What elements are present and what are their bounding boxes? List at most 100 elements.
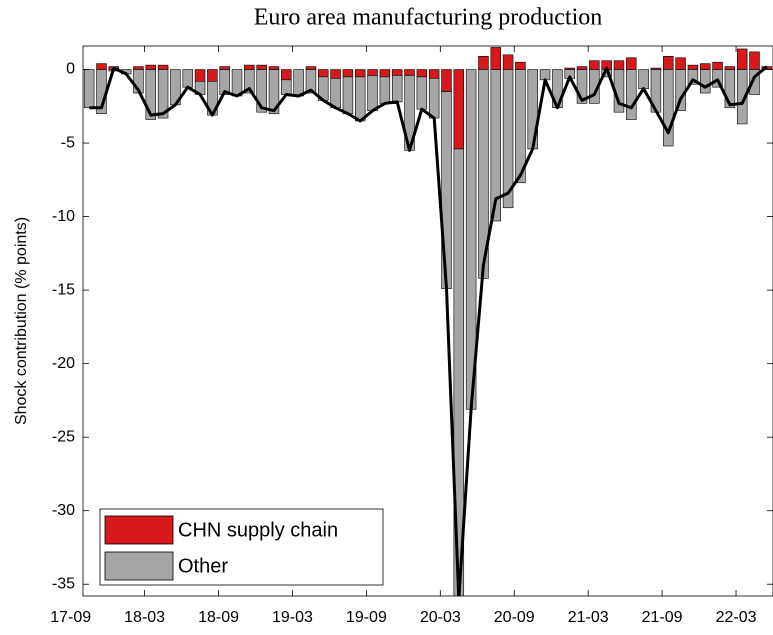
bar <box>613 60 625 70</box>
bar <box>638 69 649 89</box>
x-tick-label: 18-03 <box>124 609 165 626</box>
bar <box>576 69 588 104</box>
bar <box>342 69 354 78</box>
bar <box>219 66 230 70</box>
bar <box>712 61 723 70</box>
bar <box>305 69 317 94</box>
bar <box>293 69 304 97</box>
bar <box>478 55 489 70</box>
bar <box>490 69 501 222</box>
bar <box>207 69 218 82</box>
bar <box>428 69 440 79</box>
bar <box>441 69 452 92</box>
bar <box>626 57 637 70</box>
bar <box>502 54 514 70</box>
legend-swatch <box>104 515 174 545</box>
legend: CHN supply chain Other <box>99 508 384 586</box>
bar <box>145 64 156 70</box>
bar <box>724 69 736 109</box>
bar <box>391 75 403 103</box>
bar <box>157 69 169 119</box>
bar <box>96 63 107 70</box>
bar <box>355 76 366 122</box>
x-tick-label: 18-09 <box>198 609 239 626</box>
bar <box>244 64 255 70</box>
axes: -35 -30 -25 -20 -15 -10 -5 0 17-09 18-03 18-09 19-0… <box>50 45 773 626</box>
bar <box>515 61 526 70</box>
bar <box>157 64 169 70</box>
bar <box>367 75 378 112</box>
bar <box>194 69 206 82</box>
bar <box>268 69 280 114</box>
y-tick-label: -15 <box>52 281 75 298</box>
bar <box>700 69 711 94</box>
bar <box>675 57 686 70</box>
legend-swatch <box>104 551 174 581</box>
bar <box>626 69 637 120</box>
total-line <box>89 65 768 596</box>
bar <box>453 148 465 596</box>
bar <box>576 66 588 70</box>
bar <box>404 69 415 76</box>
bar <box>502 69 514 209</box>
bar <box>256 69 267 113</box>
bar <box>700 63 711 70</box>
x-tick-label: 20-09 <box>494 609 535 626</box>
bar <box>145 69 156 120</box>
bar <box>663 69 674 147</box>
x-tick-label: 21-03 <box>568 609 609 626</box>
bar <box>749 69 760 95</box>
bar <box>367 69 378 76</box>
bar <box>490 47 501 70</box>
bar <box>182 69 193 88</box>
y-tick-label: -10 <box>52 208 75 225</box>
axes-box <box>82 45 773 597</box>
bar <box>379 69 391 78</box>
x-tick-label: 20-03 <box>420 609 461 626</box>
bar <box>736 48 748 70</box>
y-tick-label: -20 <box>52 355 75 372</box>
bar <box>749 51 760 70</box>
x-tick-label: 21-09 <box>642 609 683 626</box>
bar <box>330 69 341 79</box>
bar <box>330 78 341 109</box>
bar <box>687 64 699 70</box>
bar <box>736 69 748 125</box>
legend-label: CHN supply chain <box>178 519 338 541</box>
y-tick-label: -5 <box>61 134 75 151</box>
bar <box>281 79 292 95</box>
bar <box>428 78 440 119</box>
bar <box>663 55 674 70</box>
bar <box>416 76 428 110</box>
y-tick-label: -35 <box>52 575 75 592</box>
bar <box>453 69 465 150</box>
bar <box>724 66 736 70</box>
bar <box>83 69 95 109</box>
bar <box>416 69 428 78</box>
x-tick-label: 17-09 <box>50 609 91 626</box>
bar <box>687 69 699 85</box>
plot-area <box>83 47 773 596</box>
bar <box>305 66 317 70</box>
bar <box>268 66 280 70</box>
bar <box>256 64 267 70</box>
bar <box>342 76 354 114</box>
y-axis-label: Shock contribution (% points) <box>13 217 30 425</box>
bar <box>391 69 403 76</box>
y-tick-label: 0 <box>66 61 75 78</box>
bar <box>539 69 551 81</box>
y-tick-label: -30 <box>52 502 75 519</box>
bar <box>244 69 255 94</box>
bar <box>318 69 329 78</box>
bar <box>133 66 144 70</box>
bar <box>515 69 526 184</box>
bar <box>379 76 391 104</box>
x-tick-label: 19-03 <box>272 609 313 626</box>
legend-label: Other <box>178 555 228 577</box>
chart-title: Euro area manufacturing production <box>254 5 603 31</box>
y-tick-label: -25 <box>52 428 75 445</box>
bar <box>589 60 600 70</box>
bar <box>231 69 243 97</box>
bar <box>281 69 292 81</box>
